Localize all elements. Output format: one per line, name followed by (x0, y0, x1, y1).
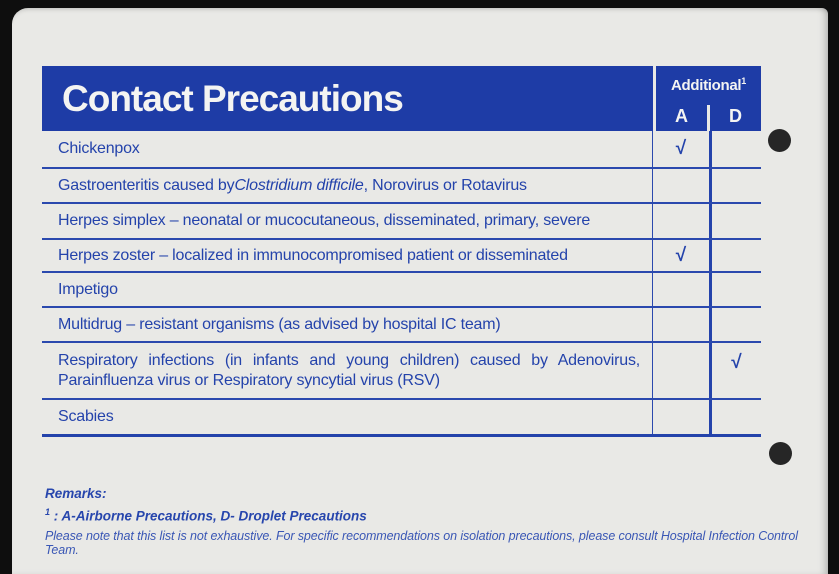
condition-cell: Gastroenteritis caused by Clostridium di… (58, 176, 527, 194)
condition-cell: Chickenpox (58, 140, 140, 157)
subcolumn-headers: A D (656, 101, 761, 131)
table-row: Gastroenteritis caused by Clostridium di… (42, 169, 761, 204)
punch-hole-bottom (769, 442, 792, 465)
condition-cell: Multidrug – resistant organisms (as advi… (58, 315, 501, 333)
page-title: Contact Precautions (62, 77, 404, 119)
table-row: Scabies (42, 400, 761, 437)
droplet-cell (709, 400, 761, 434)
check-mark: √ (675, 244, 687, 266)
disclaimer-text: Please note that this list is not exhaus… (45, 528, 798, 557)
condition-cell: Herpes simplex – neonatal or mucocutaneo… (58, 212, 591, 229)
table-row: Herpes zoster – localized in immunocompr… (42, 240, 761, 273)
droplet-cell (709, 308, 761, 341)
airborne-cell: √ (652, 240, 709, 271)
airborne-cell (652, 400, 709, 434)
table-row: Respiratory infections (in infants and y… (42, 343, 761, 400)
droplet-cell: √ (709, 343, 761, 398)
additional-label: Additional1 (670, 76, 747, 94)
check-mark: √ (731, 352, 742, 373)
airborne-cell (652, 169, 709, 202)
droplet-cell (709, 240, 761, 271)
table-row: Chickenpox √ (42, 131, 761, 169)
condition-cell: Impetigo (58, 280, 118, 298)
subcolumn-divider (707, 105, 710, 131)
table-row: Impetigo (42, 273, 761, 308)
precautions-card: Contact Precautions Additional1 A D Chic… (12, 8, 828, 574)
footnote-superscript: 1 (45, 507, 51, 517)
remarks-section: Remarks: 1 : A-Airborne Precautions, D- … (45, 486, 828, 557)
punch-hole-top (768, 129, 791, 152)
airborne-cell (652, 204, 709, 238)
precautions-table: Chickenpox √ Gastroenteritis caused by C… (42, 131, 761, 437)
table-row: Herpes simplex – neonatal or mucocutaneo… (42, 204, 761, 240)
remarks-heading: Remarks: (45, 486, 107, 501)
condition-cell: Respiratory infections (in infants and y… (58, 352, 640, 389)
condition-cell: Herpes zoster – localized in immunocompr… (58, 246, 568, 264)
droplet-cell (709, 169, 761, 202)
droplet-cell (709, 204, 761, 238)
droplet-cell (709, 273, 761, 306)
italic-organism-name: Clostridium difficile (234, 176, 364, 194)
airborne-cell (652, 343, 709, 398)
check-mark: √ (675, 138, 687, 159)
droplet-cell (709, 131, 761, 167)
column-header-d: D (729, 105, 742, 126)
table-header: Contact Precautions Additional1 A D (42, 66, 761, 131)
airborne-cell (652, 273, 709, 306)
table-row: Multidrug – resistant organisms (as advi… (42, 308, 761, 343)
airborne-cell (652, 308, 709, 341)
footnote-legend: 1 : A-Airborne Precautions, D- Droplet P… (45, 507, 367, 524)
additional-superscript: 1 (741, 76, 747, 86)
header-divider (653, 66, 656, 131)
column-header-a: A (675, 105, 688, 126)
airborne-cell: √ (652, 131, 709, 167)
condition-cell: Scabies (58, 408, 114, 425)
additional-columns-header: Additional1 A D (656, 66, 761, 131)
